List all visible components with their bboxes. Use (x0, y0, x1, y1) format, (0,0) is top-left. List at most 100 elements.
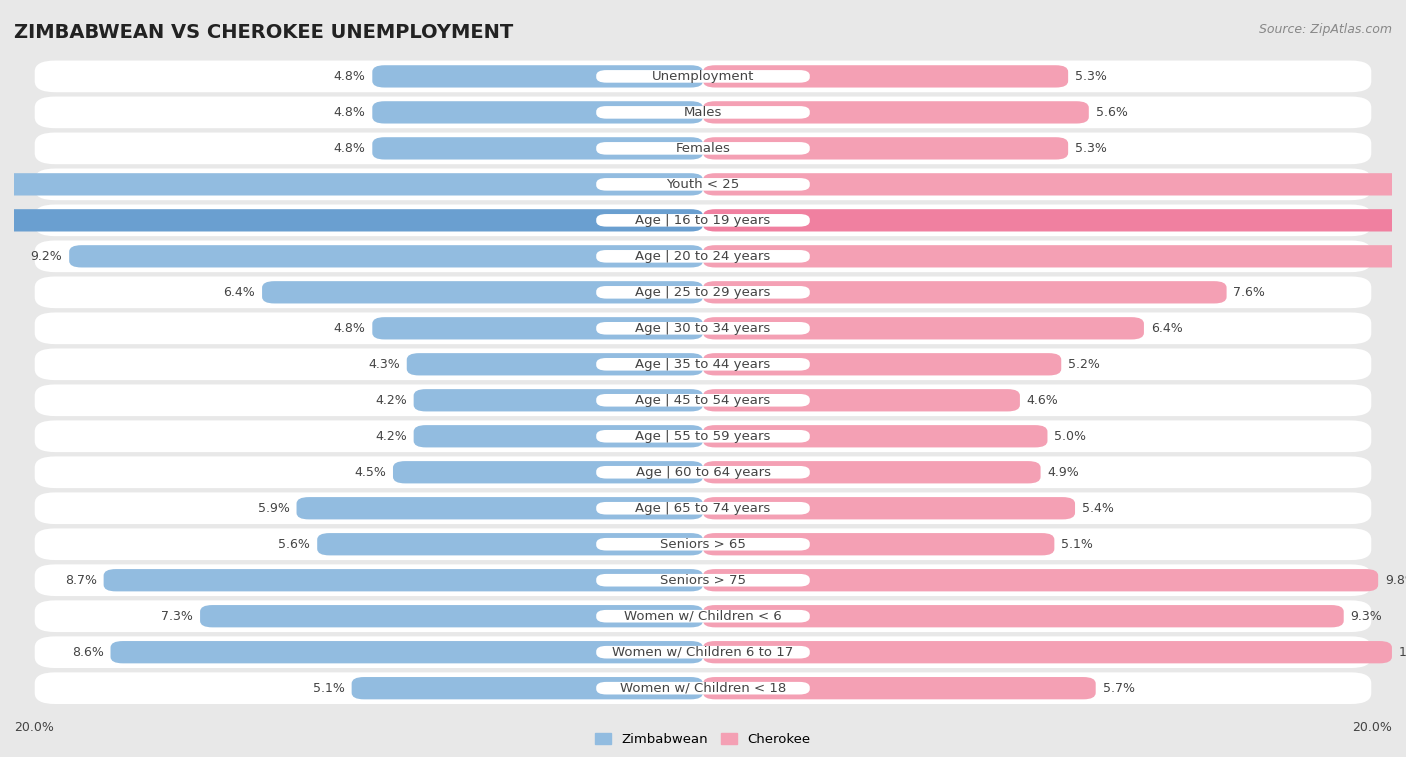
FancyBboxPatch shape (35, 637, 1371, 668)
Text: Seniors > 75: Seniors > 75 (659, 574, 747, 587)
FancyBboxPatch shape (703, 137, 1069, 160)
FancyBboxPatch shape (35, 169, 1371, 200)
Text: 9.3%: 9.3% (1351, 609, 1382, 623)
Text: 4.5%: 4.5% (354, 466, 387, 478)
Text: 8.6%: 8.6% (72, 646, 104, 659)
Text: 5.2%: 5.2% (1069, 358, 1099, 371)
FancyBboxPatch shape (35, 276, 1371, 308)
FancyBboxPatch shape (596, 610, 810, 622)
FancyBboxPatch shape (352, 677, 703, 699)
FancyBboxPatch shape (35, 204, 1371, 236)
FancyBboxPatch shape (373, 317, 703, 339)
FancyBboxPatch shape (703, 245, 1406, 267)
Text: 5.7%: 5.7% (1102, 682, 1135, 695)
Text: 9.2%: 9.2% (31, 250, 62, 263)
FancyBboxPatch shape (373, 137, 703, 160)
Text: Women w/ Children 6 to 17: Women w/ Children 6 to 17 (613, 646, 793, 659)
Legend: Zimbabwean, Cherokee: Zimbabwean, Cherokee (591, 727, 815, 751)
FancyBboxPatch shape (35, 492, 1371, 524)
Text: 5.3%: 5.3% (1076, 142, 1107, 155)
Text: 5.6%: 5.6% (278, 537, 311, 551)
Text: Age | 35 to 44 years: Age | 35 to 44 years (636, 358, 770, 371)
FancyBboxPatch shape (596, 682, 810, 694)
FancyBboxPatch shape (703, 209, 1406, 232)
Text: 20.0%: 20.0% (1353, 721, 1392, 734)
Text: Age | 20 to 24 years: Age | 20 to 24 years (636, 250, 770, 263)
FancyBboxPatch shape (596, 178, 810, 191)
FancyBboxPatch shape (413, 389, 703, 412)
FancyBboxPatch shape (596, 358, 810, 371)
Text: Seniors > 65: Seniors > 65 (659, 537, 747, 551)
FancyBboxPatch shape (200, 605, 703, 628)
FancyBboxPatch shape (262, 281, 703, 304)
FancyBboxPatch shape (596, 286, 810, 298)
FancyBboxPatch shape (35, 97, 1371, 128)
Text: 4.2%: 4.2% (375, 394, 406, 407)
FancyBboxPatch shape (703, 317, 1144, 339)
Text: Females: Females (675, 142, 731, 155)
FancyBboxPatch shape (596, 70, 810, 83)
FancyBboxPatch shape (596, 322, 810, 335)
FancyBboxPatch shape (35, 565, 1371, 596)
FancyBboxPatch shape (703, 281, 1226, 304)
Text: 4.6%: 4.6% (1026, 394, 1059, 407)
Text: 5.4%: 5.4% (1083, 502, 1114, 515)
Text: Age | 16 to 19 years: Age | 16 to 19 years (636, 213, 770, 227)
Text: Women w/ Children < 18: Women w/ Children < 18 (620, 682, 786, 695)
FancyBboxPatch shape (35, 600, 1371, 632)
Text: Age | 25 to 29 years: Age | 25 to 29 years (636, 286, 770, 299)
FancyBboxPatch shape (703, 101, 1088, 123)
FancyBboxPatch shape (703, 425, 1047, 447)
Text: 6.4%: 6.4% (224, 286, 256, 299)
FancyBboxPatch shape (703, 173, 1406, 195)
FancyBboxPatch shape (373, 101, 703, 123)
FancyBboxPatch shape (104, 569, 703, 591)
FancyBboxPatch shape (703, 497, 1076, 519)
FancyBboxPatch shape (596, 142, 810, 154)
FancyBboxPatch shape (406, 353, 703, 375)
Text: 4.2%: 4.2% (375, 430, 406, 443)
Text: 4.8%: 4.8% (333, 322, 366, 335)
FancyBboxPatch shape (703, 569, 1378, 591)
Text: 5.9%: 5.9% (257, 502, 290, 515)
Text: Source: ZipAtlas.com: Source: ZipAtlas.com (1258, 23, 1392, 36)
FancyBboxPatch shape (35, 132, 1371, 164)
Text: Age | 65 to 74 years: Age | 65 to 74 years (636, 502, 770, 515)
FancyBboxPatch shape (35, 456, 1371, 488)
FancyBboxPatch shape (596, 538, 810, 550)
FancyBboxPatch shape (596, 574, 810, 587)
FancyBboxPatch shape (596, 466, 810, 478)
FancyBboxPatch shape (35, 420, 1371, 452)
FancyBboxPatch shape (596, 646, 810, 659)
Text: Age | 55 to 59 years: Age | 55 to 59 years (636, 430, 770, 443)
Text: 6.4%: 6.4% (1152, 322, 1182, 335)
FancyBboxPatch shape (111, 641, 703, 663)
Text: 5.3%: 5.3% (1076, 70, 1107, 83)
Text: 4.8%: 4.8% (333, 70, 366, 83)
FancyBboxPatch shape (35, 672, 1371, 704)
FancyBboxPatch shape (35, 313, 1371, 344)
Text: Women w/ Children < 6: Women w/ Children < 6 (624, 609, 782, 623)
Text: Unemployment: Unemployment (652, 70, 754, 83)
FancyBboxPatch shape (703, 461, 1040, 484)
FancyBboxPatch shape (0, 173, 703, 195)
FancyBboxPatch shape (596, 502, 810, 515)
Text: 9.8%: 9.8% (1385, 574, 1406, 587)
FancyBboxPatch shape (703, 533, 1054, 556)
Text: 7.6%: 7.6% (1233, 286, 1265, 299)
FancyBboxPatch shape (69, 245, 703, 267)
FancyBboxPatch shape (596, 394, 810, 407)
FancyBboxPatch shape (394, 461, 703, 484)
Text: 4.8%: 4.8% (333, 142, 366, 155)
FancyBboxPatch shape (703, 389, 1019, 412)
Text: 7.3%: 7.3% (162, 609, 193, 623)
Text: Age | 30 to 34 years: Age | 30 to 34 years (636, 322, 770, 335)
Text: ZIMBABWEAN VS CHEROKEE UNEMPLOYMENT: ZIMBABWEAN VS CHEROKEE UNEMPLOYMENT (14, 23, 513, 42)
FancyBboxPatch shape (35, 528, 1371, 560)
FancyBboxPatch shape (35, 348, 1371, 380)
Text: 5.6%: 5.6% (1095, 106, 1128, 119)
FancyBboxPatch shape (318, 533, 703, 556)
Text: Age | 45 to 54 years: Age | 45 to 54 years (636, 394, 770, 407)
FancyBboxPatch shape (413, 425, 703, 447)
Text: 5.1%: 5.1% (1062, 537, 1092, 551)
